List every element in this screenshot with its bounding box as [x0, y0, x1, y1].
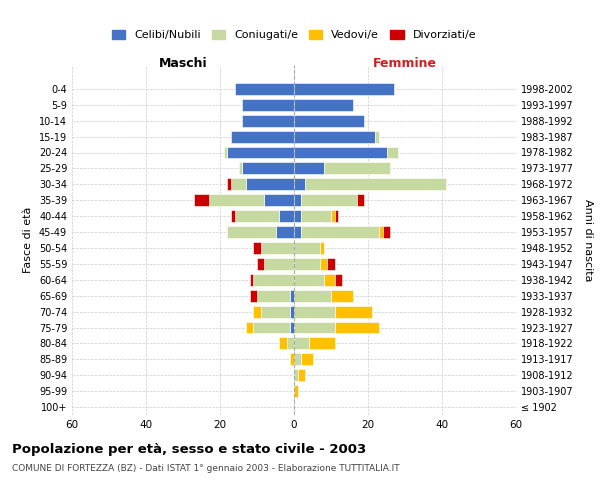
Bar	[227, 178, 231, 190]
Bar	[224, 146, 227, 158]
Bar	[261, 306, 290, 318]
Text: Maschi: Maschi	[158, 57, 208, 70]
Bar	[301, 354, 313, 366]
Bar	[301, 226, 379, 238]
Bar	[246, 322, 253, 334]
Bar	[320, 242, 323, 254]
Bar	[294, 178, 305, 190]
Bar	[257, 258, 265, 270]
Bar	[301, 210, 331, 222]
Bar	[294, 338, 309, 349]
Bar	[294, 385, 298, 397]
Bar	[227, 146, 294, 158]
Bar	[294, 226, 301, 238]
Bar	[294, 242, 320, 254]
Bar	[294, 258, 320, 270]
Bar	[257, 290, 290, 302]
Legend: Celibi/Nubili, Coniugati/e, Vedovi/e, Divorziati/e: Celibi/Nubili, Coniugati/e, Vedovi/e, Di…	[107, 25, 481, 44]
Bar	[253, 322, 290, 334]
Bar	[320, 258, 328, 270]
Bar	[253, 242, 261, 254]
Bar	[250, 274, 253, 285]
Bar	[294, 354, 301, 366]
Bar	[294, 322, 335, 334]
Text: Femmine: Femmine	[373, 57, 437, 70]
Bar	[294, 290, 331, 302]
Bar	[261, 242, 294, 254]
Bar	[331, 210, 335, 222]
Bar	[250, 290, 257, 302]
Text: Popolazione per età, sesso e stato civile - 2003: Popolazione per età, sesso e stato civil…	[12, 442, 366, 456]
Y-axis label: Anni di nascita: Anni di nascita	[583, 198, 593, 281]
Bar	[379, 226, 383, 238]
Bar	[294, 210, 301, 222]
Bar	[265, 194, 294, 206]
Bar	[275, 226, 294, 238]
Bar	[335, 322, 379, 334]
Bar	[335, 210, 338, 222]
Bar	[265, 258, 294, 270]
Bar	[294, 114, 364, 126]
Bar	[242, 99, 294, 110]
Bar	[227, 226, 275, 238]
Bar	[231, 210, 235, 222]
Bar	[335, 274, 342, 285]
Bar	[298, 370, 305, 381]
Bar	[335, 306, 372, 318]
Bar	[294, 83, 394, 95]
Bar	[294, 194, 301, 206]
Bar	[323, 162, 390, 174]
Bar	[246, 178, 294, 190]
Bar	[253, 306, 261, 318]
Y-axis label: Fasce di età: Fasce di età	[23, 207, 33, 273]
Bar	[294, 370, 298, 381]
Bar	[383, 226, 390, 238]
Bar	[357, 194, 364, 206]
Bar	[328, 258, 335, 270]
Bar	[294, 130, 376, 142]
Bar	[279, 338, 287, 349]
Bar	[242, 162, 294, 174]
Bar	[323, 274, 335, 285]
Bar	[231, 178, 246, 190]
Bar	[290, 290, 294, 302]
Bar	[235, 83, 294, 95]
Bar	[305, 178, 446, 190]
Bar	[279, 210, 294, 222]
Bar	[309, 338, 335, 349]
Bar	[290, 322, 294, 334]
Bar	[294, 99, 353, 110]
Bar	[294, 274, 323, 285]
Bar	[231, 130, 294, 142]
Bar	[290, 306, 294, 318]
Bar	[301, 194, 357, 206]
Text: COMUNE DI FORTEZZA (BZ) - Dati ISTAT 1° gennaio 2003 - Elaborazione TUTTITALIA.I: COMUNE DI FORTEZZA (BZ) - Dati ISTAT 1° …	[12, 464, 400, 473]
Bar	[235, 210, 279, 222]
Bar	[386, 146, 398, 158]
Bar	[253, 274, 294, 285]
Bar	[239, 162, 242, 174]
Bar	[331, 290, 353, 302]
Bar	[376, 130, 379, 142]
Bar	[294, 146, 386, 158]
Bar	[242, 114, 294, 126]
Bar	[209, 194, 265, 206]
Bar	[290, 354, 294, 366]
Bar	[294, 306, 335, 318]
Bar	[194, 194, 209, 206]
Bar	[294, 162, 323, 174]
Bar	[287, 338, 294, 349]
